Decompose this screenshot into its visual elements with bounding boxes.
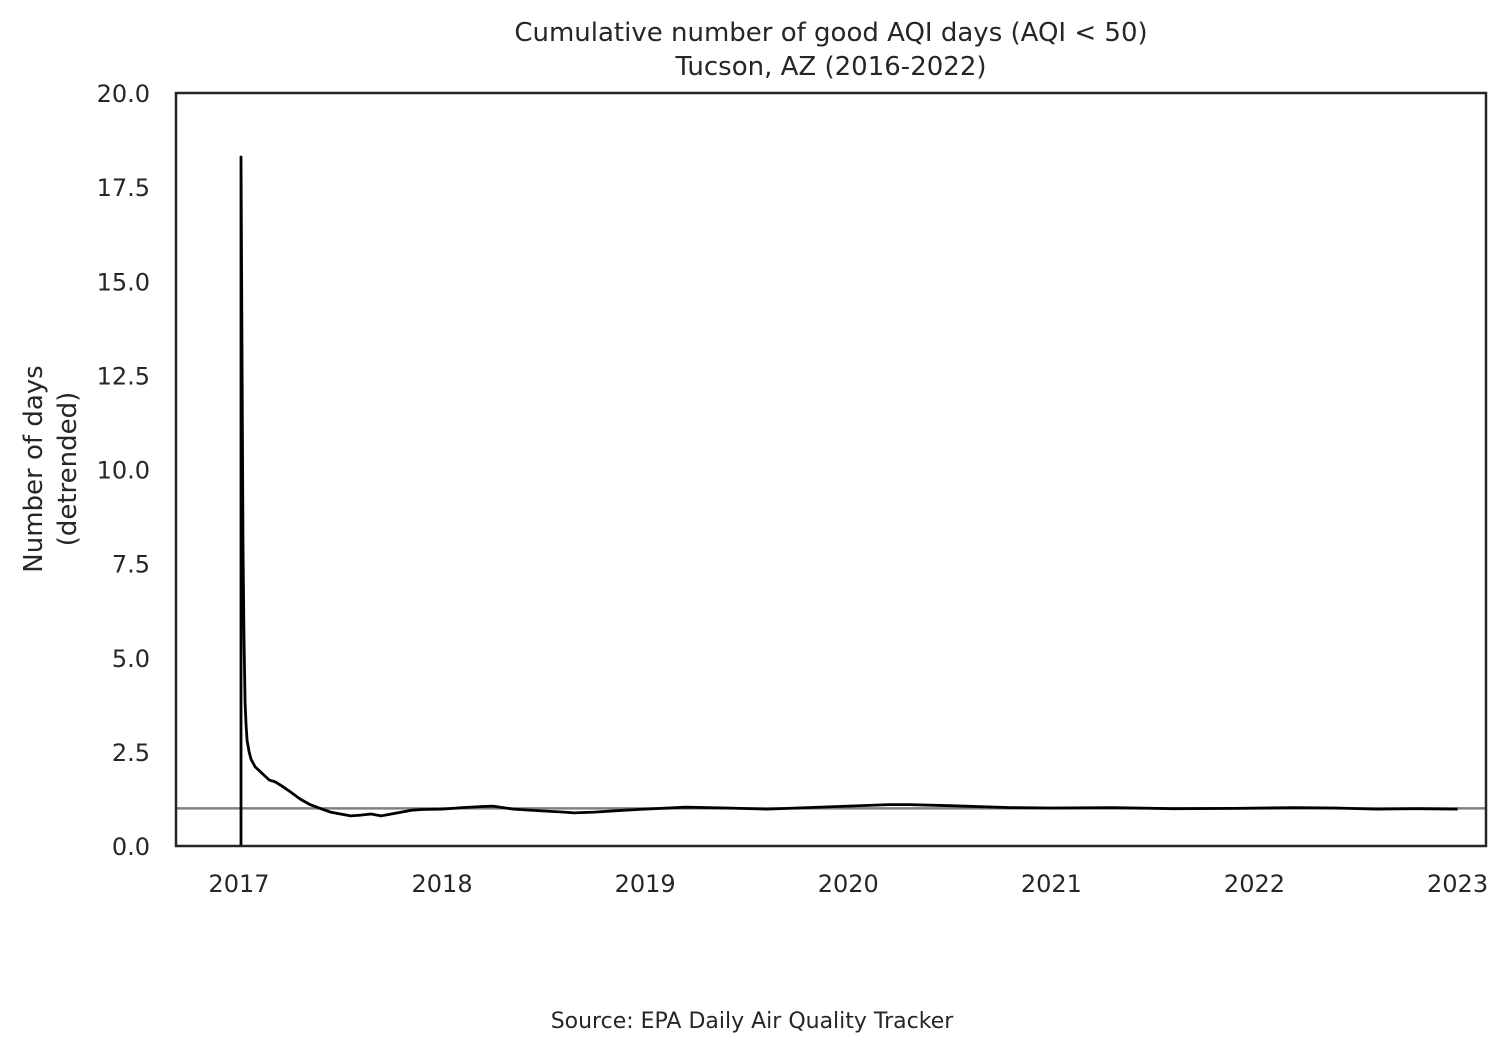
y-axis-label-line2: (detrended) <box>53 392 83 547</box>
chart-subtitle: Tucson, AZ (2016-2022) <box>674 52 986 82</box>
x-tick-label: 2022 <box>1224 870 1285 898</box>
x-tick-label: 2018 <box>412 870 473 898</box>
series-line-0 <box>239 155 1458 846</box>
y-tick-label: 2.5 <box>112 739 150 767</box>
y-axis-label: Number of days (detrended) <box>19 365 83 572</box>
axis-ticks: 2017 2018 2019 2020 2021 2022 2023 0.0 2.5 5.0 7.5… <box>97 80 1489 898</box>
x-tick-label: 2019 <box>615 870 676 898</box>
x-tick-label: 2020 <box>818 870 879 898</box>
y-tick-label: 5.0 <box>112 645 150 673</box>
x-tick-label: 2017 <box>208 870 269 898</box>
chart-title-group: Cumulative number of good AQI days (AQI … <box>514 18 1147 82</box>
y-axis-label-line1: Number of days <box>19 365 49 572</box>
source-note: Source: EPA Daily Air Quality Tracker <box>551 1009 955 1034</box>
plot-area <box>176 155 1486 846</box>
y-tick-label: 10.0 <box>97 457 150 485</box>
y-tick-label: 7.5 <box>112 551 150 579</box>
y-tick-label: 0.0 <box>112 833 150 861</box>
y-tick-label: 12.5 <box>97 362 150 390</box>
x-tick-label: 2021 <box>1021 870 1082 898</box>
y-tick-label: 15.0 <box>97 268 150 296</box>
y-tick-label: 20.0 <box>97 80 150 108</box>
plot-frame <box>174 91 1488 848</box>
y-tick-label: 17.5 <box>97 174 150 202</box>
x-tick-label: 2023 <box>1427 870 1488 898</box>
chart-title: Cumulative number of good AQI days (AQI … <box>514 18 1147 48</box>
